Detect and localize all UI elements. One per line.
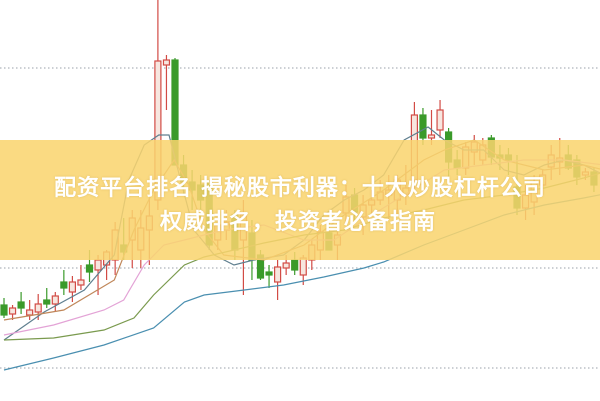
candle-body-up bbox=[94, 259, 102, 271]
candle-body-up bbox=[427, 134, 436, 139]
candle-body-up bbox=[299, 257, 307, 276]
candle-body-up bbox=[34, 303, 42, 313]
candle-body-up bbox=[162, 59, 171, 66]
candle-body-down bbox=[43, 299, 51, 305]
title-line-1: 配资平台排名 揭秘股市利器：十大炒股杠杆公司 bbox=[54, 176, 546, 201]
title-line-2: 权威排名，投资者必备指南 bbox=[159, 210, 436, 235]
candle-body-up bbox=[8, 307, 17, 315]
candle-body-down bbox=[85, 264, 94, 273]
title-banner bbox=[0, 140, 600, 260]
candle-body-up bbox=[274, 266, 282, 283]
candle-body-up bbox=[436, 109, 444, 131]
candle-body-down bbox=[0, 304, 8, 316]
candle-body-down bbox=[291, 259, 299, 271]
candle-body-up bbox=[26, 309, 34, 316]
candle-body-down bbox=[419, 114, 427, 139]
candle-body-up bbox=[51, 295, 59, 305]
candle-body-up bbox=[77, 279, 85, 286]
candle-body-down bbox=[60, 281, 68, 289]
candle-body-up bbox=[282, 262, 290, 269]
candle-body-down bbox=[265, 271, 273, 276]
candle-body-up bbox=[68, 281, 77, 293]
candle-body-down bbox=[17, 301, 25, 309]
